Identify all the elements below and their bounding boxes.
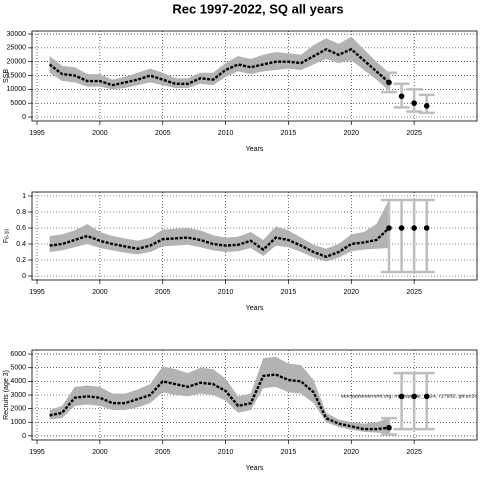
x-tick-label: 2005: [155, 289, 171, 296]
forecast-point: [411, 225, 417, 231]
x-tick-label: 2010: [218, 130, 234, 137]
error-bar: [418, 371, 435, 431]
x-tick-label: 2025: [406, 130, 422, 137]
y-tick-label: 0: [22, 273, 26, 280]
confidence-band: [49, 356, 390, 434]
y-tick-label: 2000: [10, 405, 26, 412]
x-tick-label: 1995: [29, 130, 45, 137]
plot-frame: [31, 349, 478, 441]
y-tick-label: 30000: [7, 31, 27, 38]
y-tick-label: 0.8: [16, 209, 26, 216]
x-tick-label: 2005: [155, 130, 171, 137]
y-tick-label: 1000: [10, 419, 26, 426]
forecast-error-bar: [406, 198, 423, 274]
x-tick-label: 2000: [92, 449, 108, 456]
forecast-point: [423, 393, 430, 400]
error-bar: [418, 198, 435, 274]
median-line: [48, 47, 390, 87]
x-tick-label: 2015: [281, 130, 297, 137]
forecast-point: [398, 93, 405, 100]
x-tick-label: 2025: [406, 289, 422, 296]
x-tick-label: 2025: [406, 449, 422, 456]
forecast-point: [411, 100, 417, 106]
y-tick-label: 20000: [7, 59, 27, 66]
forecast-point: [386, 79, 392, 86]
x-axis-label: Years: [246, 305, 264, 312]
x-tick-label: 1995: [29, 449, 45, 456]
x-tick-label: 2020: [344, 289, 360, 296]
y-axis-label-main: Recruits (age 3): [3, 370, 10, 420]
forecast-point: [423, 225, 430, 231]
forecast-point: [398, 225, 405, 231]
y-tick-label: 0: [22, 114, 26, 121]
x-tick-label: 2000: [92, 130, 108, 137]
x-tick-label: 2015: [281, 289, 297, 296]
y-axis-label: Recruits (age 3): [3, 370, 10, 420]
error-bar: [406, 198, 423, 274]
plot-frame: [31, 191, 478, 281]
forecast-error-bar: [418, 371, 435, 431]
forecast-point: [386, 225, 392, 231]
y-tick-label: 4000: [10, 378, 26, 385]
x-tick-label: 2000: [92, 289, 108, 296]
y-axis-label-main: SSB: [3, 69, 10, 83]
y-tick-label: 25000: [7, 45, 27, 52]
forecast-point: [398, 393, 405, 400]
forecast-point: [386, 424, 392, 431]
y-axis-label-sub: 6-10: [5, 229, 11, 239]
y-tick-label: 0.6: [16, 225, 26, 232]
y-axis-label: F6-10: [3, 229, 11, 244]
figure-title: Rec 1997-2022, SQ all years: [172, 1, 343, 16]
forecast-point: [411, 393, 417, 400]
y-tick-label: 3000: [10, 392, 26, 399]
forecast-point: [423, 103, 430, 109]
x-axis-label: Years: [246, 465, 264, 472]
forecast-error-bar: [418, 198, 435, 274]
median-line: [49, 373, 390, 431]
y-tick-label: 5000: [10, 100, 26, 107]
y-axis-label: SSB: [3, 69, 10, 83]
x-tick-label: 1995: [29, 289, 45, 296]
x-axis-label: Years: [246, 146, 264, 153]
y-tick-label: 0.2: [16, 257, 26, 264]
y-tick-label: 0: [22, 433, 26, 440]
median-line: [49, 227, 390, 259]
y-tick-label: 5000: [10, 365, 26, 372]
y-tick-label: 0.4: [16, 241, 26, 248]
confidence-band: [49, 36, 390, 91]
y-tick-label: 1: [22, 193, 26, 200]
y-axis-label-main: F: [3, 239, 10, 243]
y-tick-label: 15000: [7, 72, 27, 79]
y-tick-label: 10000: [7, 86, 27, 93]
x-tick-label: 2015: [281, 449, 297, 456]
x-tick-label: 2020: [344, 449, 360, 456]
error-bar: [393, 198, 410, 274]
annotation: stockassessment.org, my_update_2024, r17…: [341, 394, 478, 400]
x-tick-label: 2010: [218, 449, 234, 456]
y-tick-label: 6000: [10, 351, 26, 358]
x-tick-label: 2010: [218, 289, 234, 296]
plot-frame: [31, 30, 478, 122]
x-tick-label: 2005: [155, 449, 171, 456]
forecast-error-bar: [393, 198, 410, 274]
x-tick-label: 2020: [344, 130, 360, 137]
